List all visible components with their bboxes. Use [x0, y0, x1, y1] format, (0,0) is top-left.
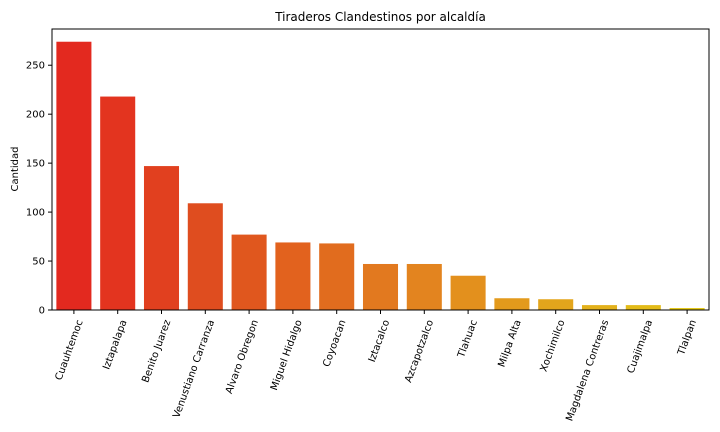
bar-iztapalapa	[100, 96, 136, 310]
bar-tlalpan	[669, 308, 705, 310]
bar-azcapotzalco	[406, 263, 442, 310]
x-tick-label: Benito Juarez	[140, 318, 173, 384]
x-tick-label: Azcapotzalco	[403, 318, 436, 384]
x-tick-label: Coyoacan	[321, 318, 348, 368]
bar-milpa-alta	[494, 298, 530, 310]
y-tick-label: 200	[26, 110, 45, 121]
bar-xochimilco	[538, 299, 574, 310]
x-tick-label: Cuauhtemoc	[54, 318, 86, 381]
bar-tlahuac	[450, 275, 486, 310]
x-tick-label: Venustiano Carranza	[171, 318, 217, 419]
y-tick-label: 0	[39, 306, 45, 317]
x-tick-label: Alvaro Obregon	[224, 318, 261, 395]
bar-iztacalco	[362, 263, 399, 310]
bar-magdalena-contreras	[581, 305, 618, 310]
plot-frame	[51, 28, 710, 311]
bar-miguel-hidalgo	[275, 242, 311, 310]
x-tick-label: Magdalena Contreras	[564, 318, 611, 422]
y-tick-label: 100	[26, 208, 45, 219]
bar-venustiano-carranza	[187, 203, 223, 310]
x-tick-label: Iztacalco	[367, 318, 392, 363]
y-tick-label: 150	[26, 159, 45, 170]
plot-area: Cuauhtemoc Iztapalapa Benito JuarezVenusti…	[26, 28, 710, 423]
bar-cuauhtemoc	[56, 41, 92, 311]
x-tick-label: Milpa Alta	[496, 318, 523, 368]
x-tick-label: Miguel Hidalgo	[269, 318, 305, 392]
bar-alvaro-obregon	[231, 234, 267, 310]
x-tick-label: Iztapalapa	[101, 318, 129, 371]
bar-coyoacan	[319, 243, 355, 310]
bar-cuajimalpa	[625, 305, 661, 310]
chart-title: Tiraderos Clandestinos por alcaldía	[274, 10, 486, 24]
y-tick-label: 50	[32, 257, 45, 268]
y-tick-label: 250	[26, 61, 45, 72]
y-axis-label: Cantidad	[10, 147, 21, 192]
x-tick-label: Cuajimalpa	[626, 318, 656, 375]
x-tick-label: Tlalpan	[676, 318, 699, 357]
x-tick-label: Xochimilco	[539, 318, 568, 373]
bar-benito-juarez	[143, 166, 180, 310]
x-tick-label: Tlahuac	[456, 318, 480, 360]
